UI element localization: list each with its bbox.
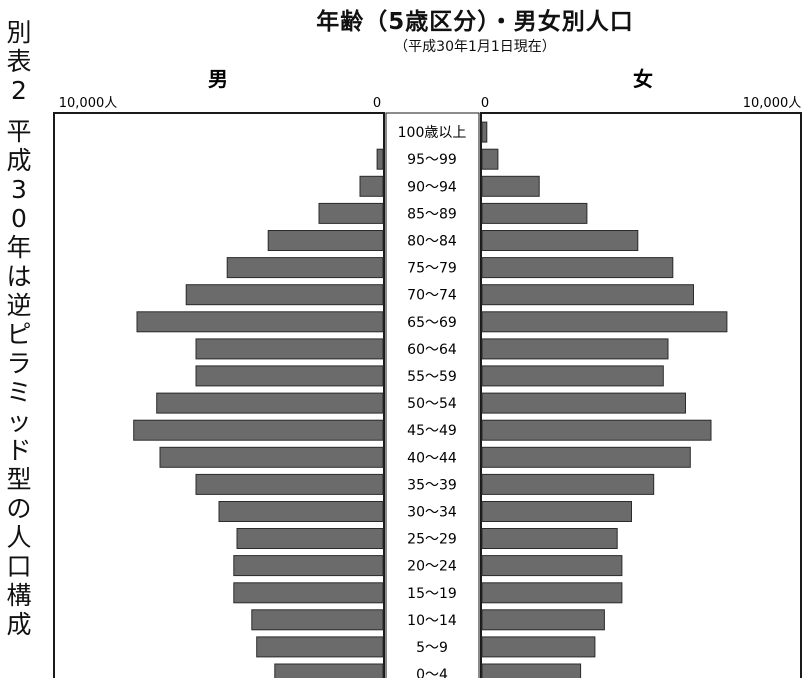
age-group-label: 95〜99 [407, 152, 457, 168]
age-labels-layer: 100歳以上 95〜99 90〜94 85〜89 80〜84 75〜79 70〜74 65〜6… [398, 125, 467, 678]
male-bar [267, 230, 384, 251]
female-bar [481, 582, 623, 604]
female-bar [481, 609, 605, 631]
male-bar [376, 148, 384, 170]
age-group-label: 5〜9 [416, 640, 448, 656]
age-group-label: 25〜29 [407, 532, 457, 548]
female-bar [481, 311, 728, 333]
female-bar [481, 148, 499, 170]
female-bar [481, 473, 655, 495]
female-bar [481, 555, 623, 577]
left-axis-tick-zero: 0 [373, 96, 381, 111]
male-bar [256, 636, 384, 658]
age-label-column [385, 112, 480, 678]
female-bar [481, 528, 618, 549]
male-bar [218, 501, 384, 522]
age-group-label: 85〜89 [407, 206, 457, 222]
female-bar [481, 365, 664, 387]
age-group-label: 30〜34 [407, 505, 457, 521]
age-group-label: 55〜59 [407, 369, 457, 385]
female-bar [481, 230, 639, 251]
female-bar [481, 284, 694, 306]
male-bar [185, 284, 384, 306]
age-group-label: 65〜69 [407, 315, 457, 331]
male-bar [133, 419, 384, 441]
male-bar [359, 175, 384, 197]
female-bar [481, 175, 540, 197]
male-label: 男 [208, 67, 228, 91]
male-bar [251, 609, 384, 631]
male-plot-frame [53, 112, 385, 678]
male-bar [226, 257, 384, 279]
age-group-label: 10〜14 [407, 613, 457, 629]
left-axis-tick-max: 10,000人 [59, 96, 118, 111]
age-group-label: 100歳以上 [398, 125, 467, 141]
female-bar [481, 257, 674, 279]
chart-subtitle: （平成30年1月1日現在） [394, 39, 556, 55]
female-bar [481, 392, 686, 414]
age-group-label: 50〜54 [407, 396, 457, 412]
female-bar [481, 338, 669, 360]
male-bar [233, 582, 384, 604]
age-group-label: 35〜39 [407, 477, 457, 493]
female-label: 女 [633, 67, 653, 91]
female-bar [481, 446, 691, 468]
male-bar [195, 338, 384, 360]
age-group-label: 70〜74 [407, 288, 457, 304]
female-bar [481, 202, 588, 224]
age-group-label: 75〜79 [407, 261, 457, 277]
male-bar [233, 555, 384, 577]
male-bar [136, 311, 384, 333]
bars-layer [133, 121, 728, 678]
right-axis-tick-max: 10,000人 [743, 96, 802, 111]
female-bar [481, 419, 712, 441]
age-group-label: 80〜84 [407, 234, 457, 250]
age-group-label: 15〜19 [407, 586, 457, 602]
male-bar [156, 392, 384, 414]
age-group-label: 40〜44 [407, 450, 457, 466]
male-bar [274, 663, 384, 678]
female-plot-frame [480, 112, 802, 678]
male-bar [195, 365, 384, 387]
right-axis-tick-zero: 0 [481, 96, 489, 111]
male-bar [318, 202, 384, 224]
female-bar [481, 501, 632, 522]
age-group-label: 20〜24 [407, 559, 457, 575]
age-group-label: 45〜49 [407, 423, 457, 439]
chart-title: 年齢（5歳区分）・男女別人口 [316, 9, 634, 35]
age-group-label: 60〜64 [407, 342, 457, 358]
male-bar [236, 528, 384, 549]
age-group-label: 90〜94 [407, 179, 457, 195]
male-bar [195, 473, 384, 495]
age-group-label: 0〜4 [416, 667, 448, 678]
female-bar [481, 663, 582, 678]
male-bar [159, 446, 384, 468]
female-bar [481, 121, 488, 143]
female-bar [481, 636, 596, 658]
